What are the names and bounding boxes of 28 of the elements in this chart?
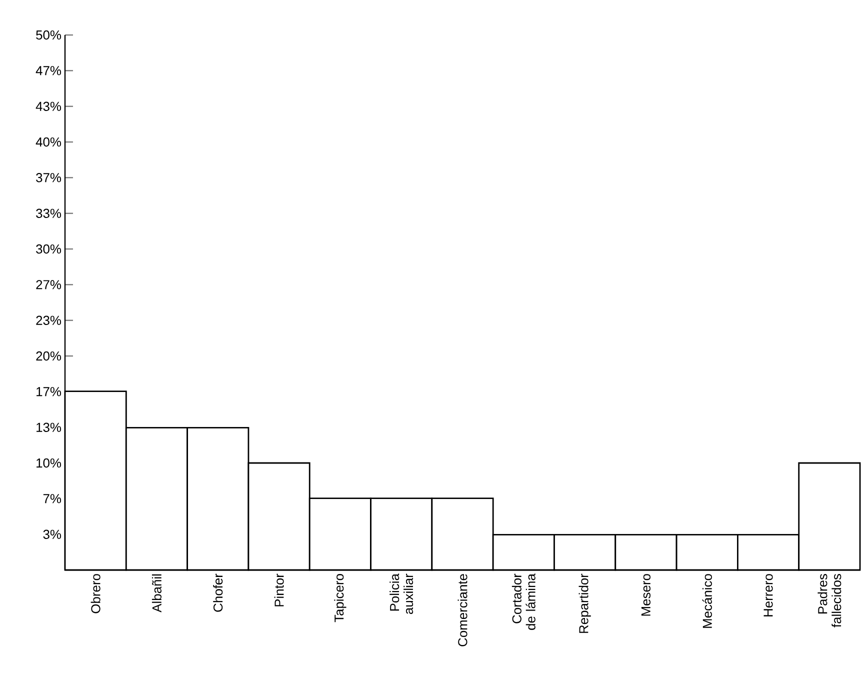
x-tick-label: Chofer — [213, 574, 223, 612]
x-tick-label: Padres fallecidos — [818, 574, 842, 628]
y-tick-label: 20% — [36, 351, 62, 361]
y-tick-label: 7% — [43, 494, 62, 504]
y-tick-label: 17% — [36, 387, 62, 396]
y-tick-label: 13% — [36, 422, 62, 432]
x-tick-label: Repartidor — [578, 574, 591, 633]
y-tick-label: 47% — [36, 66, 62, 76]
y-tick-label: 3% — [43, 530, 62, 539]
x-tick-label: Comerciante — [458, 574, 468, 646]
x-tick-label: Pintor — [274, 574, 284, 606]
y-tick-label: 30% — [36, 244, 62, 254]
y-tick-label: 50% — [36, 30, 62, 40]
y-tick-label: 33% — [36, 208, 62, 218]
x-tick-label: Cortador de lámina — [512, 574, 536, 630]
x-tick-label: Mecánico — [702, 574, 712, 628]
y-tick-label: 10% — [36, 458, 62, 468]
x-tick-label: Mesero — [641, 574, 650, 616]
x-tick-label: Tapicero — [334, 574, 346, 622]
y-tick-label: 37% — [36, 173, 62, 182]
x-tick-label: Policia auxiliar — [390, 574, 414, 614]
y-tick-label: 40% — [36, 137, 62, 147]
y-tick-label: 27% — [36, 280, 62, 290]
x-tick-label: Herrero — [764, 574, 773, 616]
y-tick-label: 23% — [36, 316, 62, 325]
y-tick-label: 43% — [36, 102, 62, 111]
x-tick-label: Obrero — [90, 574, 100, 614]
x-tick-label: Albañil — [152, 574, 162, 612]
